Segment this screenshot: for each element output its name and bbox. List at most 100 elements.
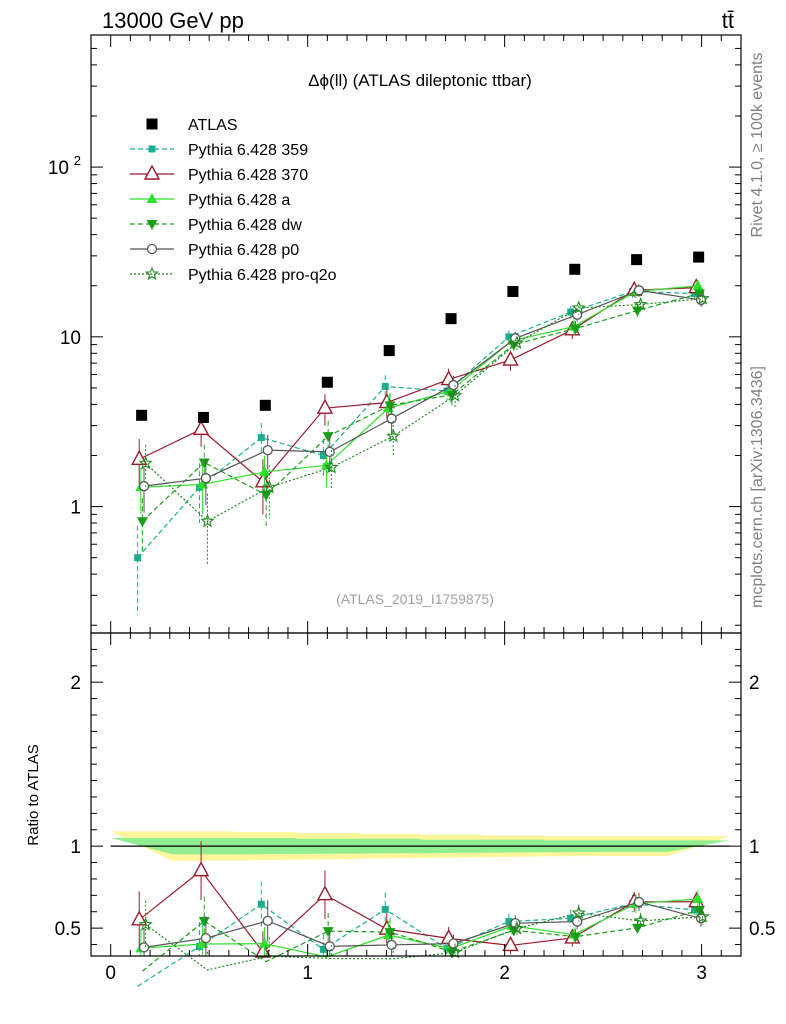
series-line	[145, 297, 703, 522]
ratio-point	[381, 905, 389, 913]
series-point	[386, 428, 401, 443]
atlas-data-point	[136, 409, 148, 421]
legend-marker	[146, 118, 158, 130]
ratio-point	[384, 928, 396, 939]
main-y-tick-label: 1	[70, 498, 81, 519]
main-axis-ticks: 1 10 10 2	[48, 34, 742, 633]
series-point	[448, 379, 459, 391]
legend-entry-2: Pythia 6.428 a	[130, 192, 290, 209]
ratio-point	[633, 913, 648, 928]
ratio-line	[138, 869, 697, 953]
ratio-point	[386, 939, 397, 951]
ratio-point	[322, 927, 334, 938]
ratio-point	[200, 933, 212, 944]
series-point	[509, 335, 525, 350]
legend-label: Pythia 6.428 370	[188, 167, 308, 184]
series-point	[692, 279, 704, 290]
series-point	[693, 289, 705, 300]
series-point	[633, 297, 648, 311]
main-panel: 1 10 10 2 Δϕ(ll) (ATLAS dileptonic ttbar) (…	[48, 34, 742, 634]
series-point	[381, 382, 389, 390]
reference-band-ratio	[110, 831, 730, 861]
atlas-data-point	[693, 251, 705, 263]
series-line	[140, 285, 698, 488]
atlas-data-point	[259, 399, 271, 411]
plot-title: Δϕ(ll) (ATLAS dileptonic ttbar)	[308, 71, 532, 90]
legend-label: Pythia 6.428 359	[188, 142, 308, 159]
legend-marker	[143, 164, 161, 180]
ratio-axis-ticks: 0.5 0.5 1 1 2 2	[55, 633, 775, 956]
ratio-series-5	[138, 900, 710, 971]
legend-entry-3: Pythia 6.428 dw	[130, 217, 302, 234]
x-tick-label: 0	[105, 963, 116, 984]
ratio-point	[567, 914, 575, 922]
series-point	[192, 419, 210, 436]
series-point	[259, 465, 271, 476]
series-point	[447, 388, 463, 402]
energy-label: 13000 GeV pp	[102, 8, 244, 33]
ratio-point	[138, 917, 153, 931]
series-line	[142, 292, 700, 522]
series-point	[570, 324, 582, 335]
series-point	[324, 459, 339, 474]
series-point	[319, 451, 327, 459]
main-y-tick-label-exponent: 2	[74, 153, 81, 168]
process-label: tt̄	[722, 8, 734, 33]
main-y-tick-label: 10	[48, 158, 69, 179]
atlas-data-point	[197, 411, 209, 423]
main-series-4	[138, 284, 707, 513]
analysis-id-label: (ATLAS_2019_I1759875)	[336, 591, 494, 607]
series-point	[691, 290, 699, 298]
ratio-point	[198, 917, 210, 928]
series-point	[262, 479, 277, 494]
ratio-y-tick-label-right: 1	[749, 837, 760, 858]
series-point	[386, 413, 397, 424]
atlas-data-point	[445, 313, 457, 325]
main-y-tick-label: 10	[60, 328, 81, 349]
main-series-5	[138, 291, 710, 566]
series-point	[316, 398, 334, 414]
series-point	[502, 350, 519, 366]
series-line	[137, 290, 695, 559]
rivet-version-label: Rivet 4.1.0, ≥ 100k events	[749, 53, 766, 238]
series-point	[633, 285, 645, 296]
ratio-series	[131, 841, 710, 987]
series-point	[262, 445, 273, 456]
series-point	[134, 554, 142, 562]
series-point	[384, 401, 396, 412]
series-point	[257, 434, 265, 442]
ratio-point	[262, 915, 273, 927]
series-point	[571, 300, 586, 315]
ratio-point	[502, 935, 519, 952]
ratio-panel: 0.5 0.5 1 1 2 2 Ratio to ATLAS	[25, 632, 775, 987]
legend-entry-atlas: ATLAS	[146, 117, 238, 134]
series-line	[143, 289, 702, 487]
series-point	[322, 432, 334, 443]
ratio-point	[131, 910, 148, 926]
atlas-data-point	[321, 376, 333, 388]
ratio-axis-label: Ratio to ATLAS	[25, 744, 42, 845]
legend-marker	[146, 243, 158, 255]
ratio-point	[259, 937, 271, 948]
ratio-y-tick-label-right: 0.5	[749, 919, 775, 940]
ratio-point	[505, 917, 513, 925]
ratio-point	[138, 942, 150, 953]
ratio-point	[692, 892, 704, 903]
ratio-point	[570, 932, 582, 943]
mcplots-credit-label: mcplots.cern.ch [arXiv:1306.3436]	[749, 366, 766, 608]
legend-label: Pythia 6.428 a	[188, 192, 290, 209]
x-tick-label: 2	[499, 963, 510, 984]
series-point	[198, 458, 210, 469]
series-point	[138, 480, 150, 492]
ratio-point	[257, 900, 265, 908]
atlas-data-point	[507, 285, 519, 297]
series-point	[505, 333, 513, 341]
legend-entry-4: Pythia 6.428 p0	[130, 242, 299, 259]
ratio-line	[145, 912, 703, 971]
ratio-y-tick-label-left: 0.5	[55, 919, 81, 940]
atlas-data-point	[383, 345, 395, 357]
legend: ATLAS Pythia 6.428 359 Pythia 6.428 370 Pyt…	[130, 117, 337, 284]
ratio-point	[448, 938, 459, 949]
series-point	[324, 446, 335, 458]
